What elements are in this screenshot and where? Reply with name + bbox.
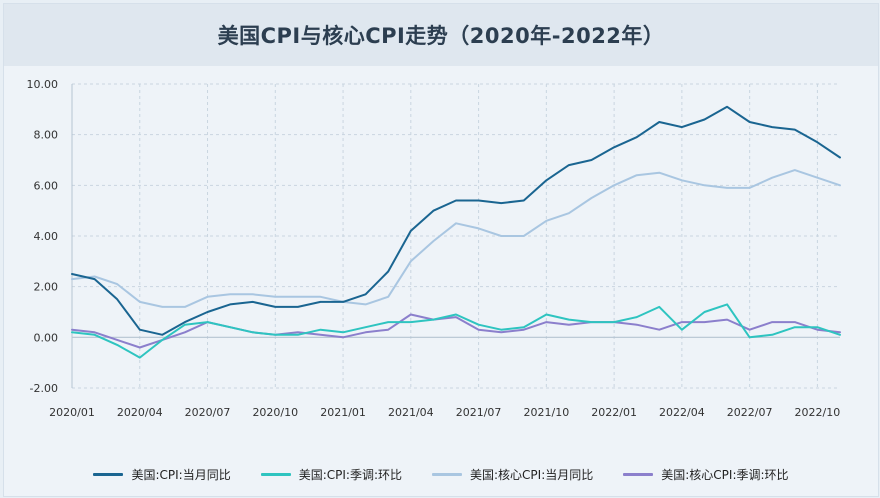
legend-label: 美国:核心CPI:季调:环比	[661, 467, 789, 482]
y-tick-label: 6.00	[34, 179, 59, 192]
y-tick-label: -2.00	[30, 382, 58, 395]
legend-item-core-cpi-yoy[interactable]: 美国:核心CPI:当月同比	[432, 466, 593, 483]
legend-swatch-core-cpi-mom	[623, 472, 654, 476]
legend-item-cpi-yoy[interactable]: 美国:CPI:当月同比	[93, 466, 231, 483]
series-line-core-cpi-yoy	[71, 169, 841, 308]
x-tick-label: 2022/04	[659, 406, 705, 419]
legend-label: 美国:CPI:当月同比	[131, 467, 231, 482]
x-tick-label: 2020/01	[49, 406, 95, 419]
x-tick-label: 2021/07	[456, 406, 502, 419]
x-tick-label: 2021/10	[524, 406, 570, 419]
y-tick-label: 10.00	[27, 78, 59, 91]
series-line-cpi-yoy	[71, 105, 841, 336]
series-layer	[71, 105, 841, 359]
y-tick-label: 8.00	[34, 129, 59, 142]
axis-layer: 10.00 8.00 6.00 4.00 2.00 0.00 -2.00 2020/01 202…	[27, 78, 841, 419]
y-tick-label: 4.00	[34, 230, 59, 243]
x-tick-label: 2022/07	[727, 406, 773, 419]
legend: 美国:CPI:当月同比 美国:CPI:季调:环比 美国:核心CPI:当月同比 美…	[4, 462, 878, 486]
line-chart: 10.00 8.00 6.00 4.00 2.00 0.00 -2.00 2020/01 202…	[27, 78, 841, 419]
legend-item-cpi-mom[interactable]: 美国:CPI:季调:环比	[260, 466, 402, 483]
chart-title: 美国CPI与核心CPI走势（2020年-2022年）	[217, 24, 665, 48]
chart-card: 美国CPI与核心CPI走势（2020年-2022年） 10.00 8.00 6.00…	[3, 3, 879, 497]
legend-item-core-cpi-mom[interactable]: 美国:核心CPI:季调:环比	[623, 466, 789, 483]
title-bar: 美国CPI与核心CPI走势（2020年-2022年）	[4, 4, 878, 66]
legend-swatch-cpi-yoy	[93, 472, 124, 476]
series-line-cpi-mom	[71, 303, 841, 359]
y-tick-label: 0.00	[34, 331, 59, 344]
x-tick-label: 2021/04	[388, 406, 434, 419]
legend-swatch-core-cpi-yoy	[432, 472, 462, 476]
x-tick-label: 2021/01	[320, 406, 366, 419]
grid-layer	[71, 83, 840, 389]
x-tick-label: 2020/04	[117, 406, 163, 419]
legend-swatch-cpi-mom	[260, 472, 291, 476]
legend-label: 美国:核心CPI:当月同比	[470, 467, 594, 482]
legend-label: 美国:CPI:季调:环比	[298, 467, 402, 482]
x-tick-label: 2020/07	[185, 406, 231, 419]
y-tick-label: 2.00	[34, 281, 59, 294]
x-tick-label: 2022/01	[591, 406, 637, 419]
x-tick-label: 2022/10	[795, 406, 841, 419]
series-line-core-cpi-mom	[71, 313, 841, 349]
x-tick-label: 2020/10	[252, 406, 298, 419]
